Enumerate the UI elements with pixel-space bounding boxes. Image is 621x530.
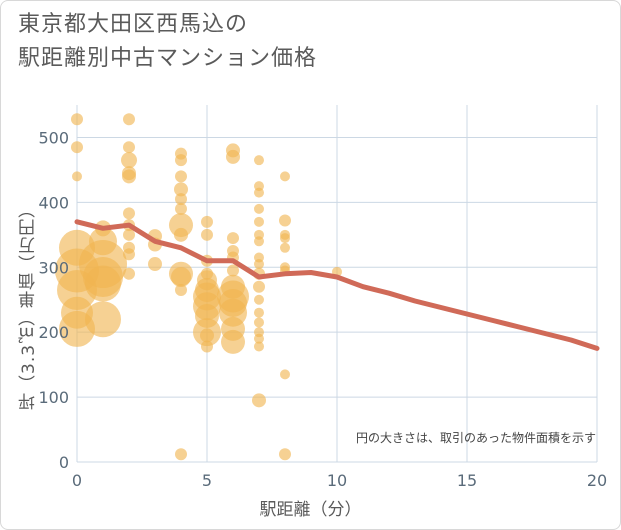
- bubble-point: [123, 267, 135, 280]
- chart-title-line1: 東京都大田区西馬込の: [18, 12, 249, 37]
- bubble-point: [175, 154, 187, 167]
- bubble-size-note: 円の大きさは、取引のあった物件面積を示す: [356, 430, 596, 445]
- chart-title-line2: 駅距離別中古マンション価格: [18, 46, 318, 71]
- bubble-point: [175, 202, 187, 215]
- bubble-point: [254, 341, 264, 352]
- x-tick-label: 20: [587, 471, 607, 490]
- x-tick-label: 15: [457, 471, 477, 490]
- bubble-point: [174, 182, 188, 197]
- x-tick-label: 5: [202, 471, 212, 490]
- bubble-point: [175, 193, 187, 206]
- bubble-point: [254, 317, 264, 328]
- bubble-point: [171, 267, 191, 288]
- bubble-point: [254, 294, 264, 305]
- bubble-point: [253, 280, 265, 293]
- bubble-point: [123, 207, 135, 220]
- bubble-point: [280, 242, 290, 253]
- y-tick-label: 100: [38, 388, 69, 407]
- bubble-point: [201, 215, 213, 228]
- x-tick-label: 10: [327, 471, 347, 490]
- bubble-point: [175, 448, 187, 461]
- bubble-point: [121, 152, 137, 169]
- bubble-point: [85, 265, 121, 302]
- bubble-point: [148, 257, 162, 272]
- bubble-point: [71, 141, 83, 154]
- bubble-point: [279, 448, 291, 461]
- bubble-point: [174, 227, 188, 242]
- bubble-point: [123, 228, 135, 241]
- bubble-point: [175, 170, 187, 183]
- y-tick-label: 500: [38, 128, 69, 147]
- bubble-point: [280, 233, 290, 244]
- x-axis-label: 駅距離（分）: [259, 500, 362, 520]
- bubble-point: [226, 149, 240, 164]
- grid: [76, 105, 598, 463]
- bubble-point: [123, 113, 135, 126]
- bubble-point: [254, 236, 264, 247]
- bubbles: [55, 113, 342, 461]
- y-tick-label: 300: [38, 258, 69, 277]
- bubble-point: [227, 264, 239, 277]
- bubble-point: [254, 216, 264, 227]
- y-tick-label: 200: [38, 323, 69, 342]
- bubble-point: [254, 333, 264, 344]
- bubble-point: [169, 213, 193, 238]
- x-tick-label: 0: [72, 471, 82, 490]
- bubble-point: [252, 393, 266, 408]
- bubble-point: [85, 301, 121, 338]
- chart-title: 東京都大田区西馬込の 駅距離別中古マンション価格: [18, 8, 317, 76]
- bubble-point: [72, 171, 82, 182]
- bubble-point: [254, 307, 264, 318]
- bubble-point: [201, 228, 213, 241]
- axis-ticks: 0 100 200 300 400 500 0 5 10 15 20: [38, 128, 607, 490]
- bubble-point: [221, 329, 245, 354]
- bubble-point: [122, 169, 136, 184]
- bubble-point: [280, 369, 290, 380]
- bubble-point: [254, 187, 264, 198]
- bubble-point: [254, 259, 264, 270]
- bubble-point: [201, 340, 213, 353]
- y-tick-label: 0: [59, 453, 69, 472]
- bubble-point: [279, 214, 291, 227]
- bubble-point: [175, 283, 187, 296]
- bubble-point: [254, 155, 264, 166]
- bubble-point: [200, 328, 214, 343]
- bubble-point: [227, 232, 239, 245]
- trend-lines: [74, 219, 600, 351]
- bubble-point: [280, 171, 290, 182]
- y-tick-label: 400: [38, 193, 69, 212]
- bubble-point: [254, 203, 264, 214]
- bubble-point: [123, 141, 135, 154]
- bubble-point: [123, 248, 135, 261]
- trend-line: [74, 219, 600, 351]
- bubble-point: [71, 113, 83, 126]
